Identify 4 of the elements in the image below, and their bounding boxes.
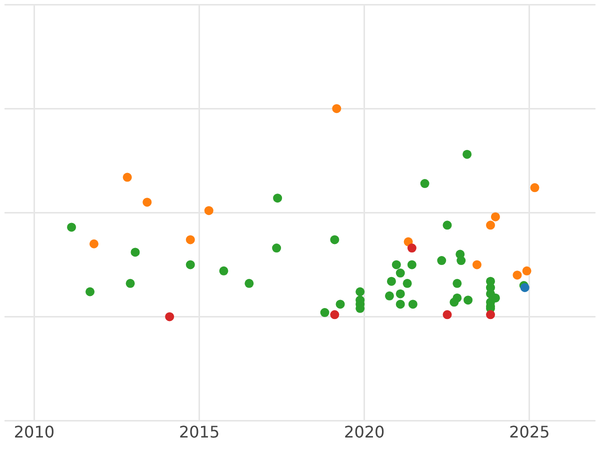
x-tick-label: 2020 bbox=[344, 422, 385, 442]
x-tick-label: 2015 bbox=[178, 422, 220, 442]
x-tick-label: 2025 bbox=[509, 422, 550, 442]
x-tick-label: 2010 bbox=[14, 422, 55, 442]
